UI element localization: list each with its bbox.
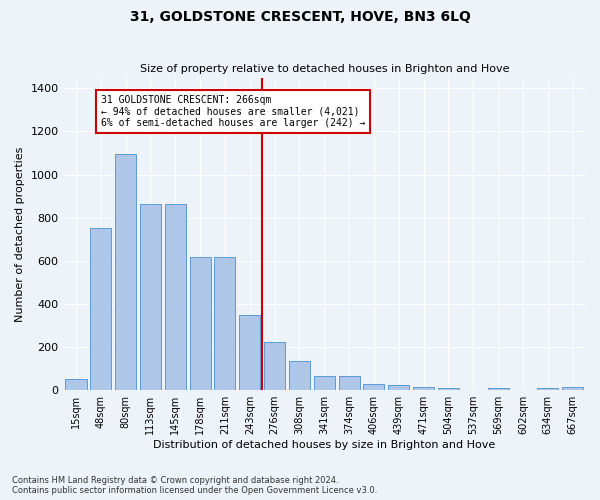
Bar xyxy=(338,376,359,390)
Bar xyxy=(264,342,285,390)
Bar xyxy=(388,385,409,390)
Bar xyxy=(65,380,86,390)
Bar xyxy=(140,204,161,390)
Bar xyxy=(289,361,310,390)
Bar xyxy=(214,256,235,390)
Bar xyxy=(413,387,434,390)
Bar xyxy=(364,384,385,390)
Y-axis label: Number of detached properties: Number of detached properties xyxy=(15,146,25,322)
Text: Contains HM Land Registry data © Crown copyright and database right 2024.
Contai: Contains HM Land Registry data © Crown c… xyxy=(12,476,377,495)
Bar xyxy=(438,388,459,390)
Bar xyxy=(488,388,509,390)
Bar xyxy=(115,154,136,390)
Text: 31 GOLDSTONE CRESCENT: 266sqm
← 94% of detached houses are smaller (4,021)
6% of: 31 GOLDSTONE CRESCENT: 266sqm ← 94% of d… xyxy=(101,95,365,128)
Bar xyxy=(537,388,559,390)
Bar xyxy=(239,314,260,390)
Bar xyxy=(314,376,335,390)
Bar xyxy=(190,256,211,390)
X-axis label: Distribution of detached houses by size in Brighton and Hove: Distribution of detached houses by size … xyxy=(153,440,496,450)
Text: 31, GOLDSTONE CRESCENT, HOVE, BN3 6LQ: 31, GOLDSTONE CRESCENT, HOVE, BN3 6LQ xyxy=(130,10,470,24)
Title: Size of property relative to detached houses in Brighton and Hove: Size of property relative to detached ho… xyxy=(140,64,509,74)
Bar xyxy=(562,387,583,390)
Bar xyxy=(165,204,186,390)
Bar xyxy=(90,228,112,390)
